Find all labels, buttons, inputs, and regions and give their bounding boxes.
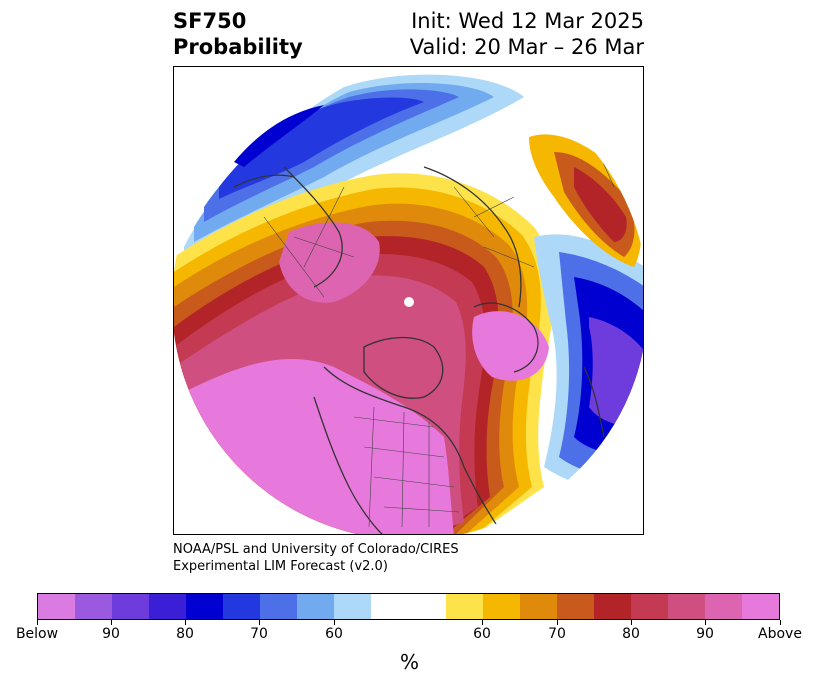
colorbar-segment xyxy=(75,594,113,619)
colorbar-tick-mark xyxy=(185,620,186,625)
credit-line-2: Experimental LIM Forecast (v2.0) xyxy=(173,559,388,574)
colorbar-tick-mark xyxy=(482,620,483,625)
colorbar xyxy=(37,593,780,620)
colorbar-segment xyxy=(149,594,187,619)
probability-map-svg xyxy=(174,67,643,534)
colorbar-segment xyxy=(371,594,409,619)
colorbar-segment xyxy=(519,594,557,619)
colorbar-segment xyxy=(556,594,594,619)
coastlines xyxy=(233,166,605,534)
colorbar-tick-mark xyxy=(780,620,781,625)
colorbar-segment xyxy=(334,594,372,619)
colorbar-tick-mark xyxy=(557,620,558,625)
colorbar-tick-label: 80 xyxy=(622,626,640,642)
colorbar-tick-mark xyxy=(631,620,632,625)
map-title: SF750 Probability xyxy=(173,8,303,60)
colorbar-tick-label: Above xyxy=(758,626,802,642)
colorbar-tick-label: 70 xyxy=(250,626,268,642)
colorbar-tick-label: 80 xyxy=(176,626,194,642)
data-credit: NOAA/PSL and University of Colorado/CIRE… xyxy=(173,541,459,575)
colorbar-tick-label: 60 xyxy=(473,626,491,642)
colorbar-tick-label: 90 xyxy=(696,626,714,642)
colorbar-tick-mark xyxy=(111,620,112,625)
colorbar-segment xyxy=(630,594,668,619)
colorbar-tick-label: 60 xyxy=(325,626,343,642)
polar-map xyxy=(173,66,644,535)
colorbar-tick-label: 90 xyxy=(102,626,120,642)
title-product: Probability xyxy=(173,35,303,59)
colorbar-tick-mark xyxy=(705,620,706,625)
colorbar-segment xyxy=(38,594,76,619)
colorbar-tick-label: 70 xyxy=(548,626,566,642)
colorbar-segment xyxy=(186,594,224,619)
colorbar-segment xyxy=(445,594,483,619)
colorbar-segment xyxy=(741,594,779,619)
colorbar-unit: % xyxy=(399,650,419,674)
valid-range: Valid: 20 Mar – 26 Mar xyxy=(409,35,644,59)
colorbar-tick-mark xyxy=(259,620,260,625)
colorbar-segment xyxy=(704,594,742,619)
colorbar-tick-label: Below xyxy=(15,626,59,642)
colorbar-segment xyxy=(112,594,150,619)
colorbar-segment xyxy=(667,594,705,619)
credit-line-1: NOAA/PSL and University of Colorado/CIRE… xyxy=(173,542,459,557)
colorbar-segment xyxy=(260,594,298,619)
colorbar-segment xyxy=(408,594,446,619)
colorbar-tick-mark xyxy=(37,620,38,625)
colorbar-tick-mark xyxy=(334,620,335,625)
forecast-dates: Init: Wed 12 Mar 2025 Valid: 20 Mar – 26… xyxy=(410,8,644,60)
colorbar-segment xyxy=(297,594,335,619)
colorbar-segment xyxy=(593,594,631,619)
init-date: Init: Wed 12 Mar 2025 xyxy=(411,9,644,33)
colorbar-tick-labels: Below 90 80 70 60 60 70 80 90 Above xyxy=(0,626,819,646)
colorbar-segment xyxy=(223,594,261,619)
title-variable: SF750 xyxy=(173,9,247,33)
colorbar-segment xyxy=(482,594,520,619)
